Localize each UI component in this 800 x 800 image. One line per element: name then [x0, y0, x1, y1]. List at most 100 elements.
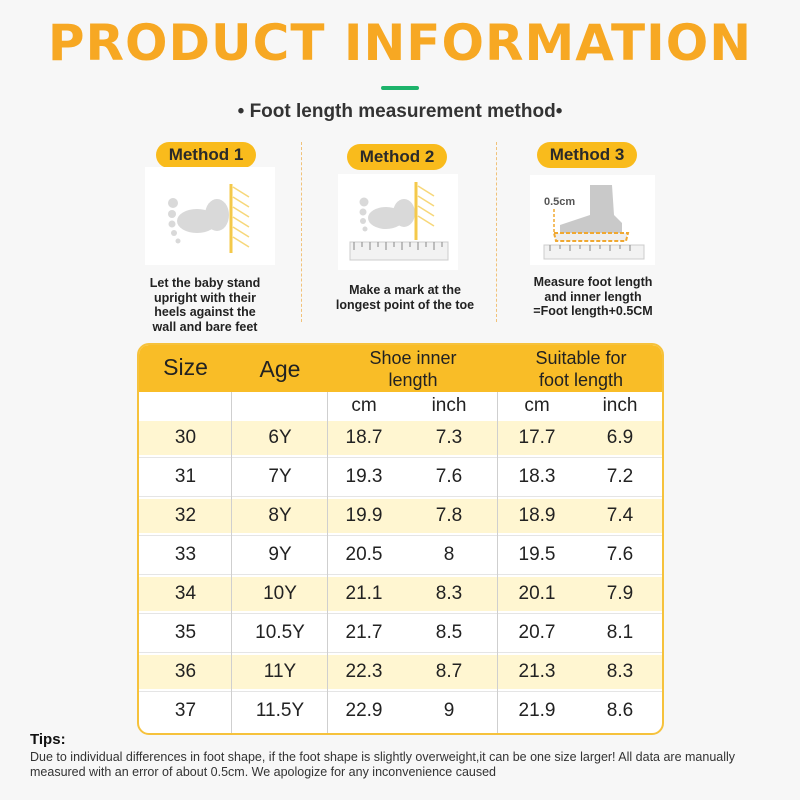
method-1-desc-line: wall and bare feet: [152, 319, 258, 334]
cell-foot-inch: 8.6: [606, 700, 634, 721]
unit-cm: cm: [524, 395, 550, 416]
header-line: Suitable for: [535, 348, 627, 368]
cell-foot-inch: 8.3: [606, 661, 634, 682]
header-age: Age: [259, 356, 301, 382]
header-shoe-inner-length: Shoe inner length: [328, 347, 498, 391]
header-line: length: [388, 370, 438, 390]
foot-wall-icon: [168, 184, 250, 253]
cell-foot-cm: 18.9: [518, 505, 556, 526]
cell-foot-cm: 20.1: [518, 583, 556, 604]
method-3-label: Method 3: [536, 142, 638, 168]
method-2-description: Make a mark at the longest point of the …: [330, 283, 480, 312]
method-3: Method 3: [517, 142, 657, 168]
table-row: 34 10Y 21.1 8.3 20.1 7.9: [139, 577, 662, 611]
cell-size: 34: [174, 583, 197, 604]
header-size: Size: [163, 354, 208, 380]
table-row: 33 9Y 20.5 8 19.5 7.6: [139, 538, 662, 572]
cell-inner-cm: 18.7: [345, 427, 383, 448]
method-3-desc-line: =Foot length+0.5CM: [533, 304, 653, 318]
column-divider: [231, 392, 232, 733]
cell-inner-inch: 8.3: [435, 583, 463, 604]
row-divider: [139, 496, 662, 497]
cell-size: 36: [174, 661, 197, 682]
cell-age: 7Y: [268, 466, 292, 487]
method-2: Method 2: [327, 144, 467, 170]
method-1-desc-line: heels against the: [154, 305, 256, 319]
row-divider: [139, 457, 662, 458]
method-1: Method 1: [136, 142, 276, 168]
cell-inner-inch: 7.3: [435, 427, 463, 448]
table-row: 35 10.5Y 21.7 8.5 20.7 8.1: [139, 616, 662, 650]
method-1-label: Method 1: [155, 142, 257, 168]
cell-foot-inch: 7.4: [606, 505, 634, 526]
header-foot-length: Suitable for foot length: [498, 347, 662, 391]
cell-inner-cm: 19.9: [345, 505, 383, 526]
method-3-desc-line: and inner length: [544, 289, 642, 304]
unit-inch: inch: [431, 395, 467, 416]
size-table: Size Age Shoe inner length Suitable for …: [137, 343, 664, 735]
cell-age: 10Y: [263, 583, 297, 604]
cell-age: 11Y: [263, 661, 297, 682]
header-line: Shoe inner: [369, 348, 457, 368]
unit-inch: inch: [602, 395, 638, 416]
header-line: foot length: [538, 370, 624, 390]
cell-inner-inch: 8.5: [435, 622, 463, 643]
method-1-illustration: [145, 167, 275, 265]
cell-age: 8Y: [268, 505, 292, 526]
row-divider: [139, 535, 662, 536]
method-1-desc-line: Let the baby stand: [149, 276, 261, 290]
method-1-desc-line: upright with their: [153, 290, 257, 305]
title-underline: [381, 86, 419, 90]
cell-foot-inch: 7.2: [606, 466, 634, 487]
method-2-label: Method 2: [346, 144, 448, 170]
method-1-description: Let the baby stand upright with their he…: [140, 276, 270, 334]
column-divider: [327, 392, 328, 733]
cell-inner-cm: 19.3: [345, 466, 383, 487]
table-header: Size Age Shoe inner length Suitable for …: [139, 345, 662, 392]
row-divider: [139, 691, 662, 692]
tips-text: Due to individual differences in foot sh…: [30, 750, 736, 779]
row-divider: [139, 613, 662, 614]
cell-inner-cm: 21.7: [345, 622, 383, 643]
cell-size: 30: [174, 427, 197, 448]
cell-inner-inch: 9: [443, 700, 455, 721]
cell-size: 33: [174, 544, 197, 565]
unit-cm: cm: [351, 395, 377, 416]
cell-inner-cm: 22.9: [345, 700, 383, 721]
table-row: 32 8Y 19.9 7.8 18.9 7.4: [139, 499, 662, 533]
cell-foot-cm: 20.7: [518, 622, 556, 643]
cell-inner-inch: 7.6: [435, 466, 463, 487]
method-divider: [496, 142, 497, 322]
cell-size: 32: [174, 505, 197, 526]
cell-inner-inch: 7.8: [435, 505, 463, 526]
method-3-illustration: 0.5cm: [530, 175, 655, 265]
cell-inner-cm: 20.5: [345, 544, 383, 565]
cell-foot-inch: 8.1: [606, 622, 634, 643]
section-subtitle: • Foot length measurement method•: [237, 101, 563, 122]
table-row: 31 7Y 19.3 7.6 18.3 7.2: [139, 460, 662, 494]
tips-title: Tips:: [30, 731, 66, 748]
foot-ruler-icon: [349, 182, 449, 261]
column-divider: [497, 392, 498, 733]
cell-age: 10.5Y: [255, 622, 305, 643]
table-row: 37 11.5Y 22.9 9 21.9 8.6: [139, 694, 662, 728]
cell-age: 9Y: [268, 544, 292, 565]
page-title: PRODUCT INFORMATION: [47, 14, 753, 72]
cell-foot-cm: 18.3: [518, 466, 556, 487]
row-divider: [139, 574, 662, 575]
cell-foot-cm: 19.5: [518, 544, 556, 565]
cell-foot-inch: 7.6: [606, 544, 634, 565]
cell-age: 6Y: [268, 427, 292, 448]
table-row: 30 6Y 18.7 7.3 17.7 6.9: [139, 421, 662, 455]
cell-inner-cm: 21.1: [345, 583, 383, 604]
cell-inner-inch: 8.7: [435, 661, 463, 682]
method-3-description: Measure foot length and inner length =Fo…: [518, 275, 668, 319]
cell-age: 11.5Y: [255, 700, 305, 721]
table-row: 36 11Y 22.3 8.7 21.3 8.3: [139, 655, 662, 689]
method-3-desc-line: Measure foot length: [533, 275, 653, 289]
method-divider: [301, 142, 302, 322]
row-divider: [139, 652, 662, 653]
unit-row: cm inch cm inch: [139, 392, 662, 421]
cell-foot-inch: 7.9: [606, 583, 634, 604]
cell-foot-cm: 21.9: [518, 700, 556, 721]
